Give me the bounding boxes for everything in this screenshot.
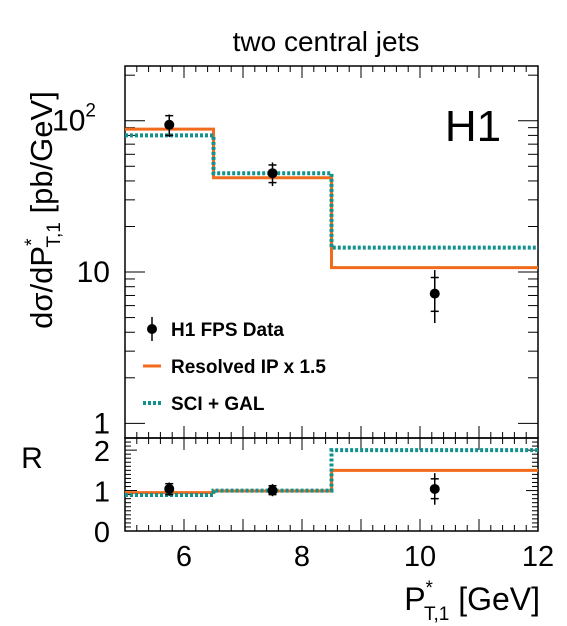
ratio-y-tick-label: 1 xyxy=(94,477,110,509)
main-y-tick-label: 1 xyxy=(93,407,110,440)
main-data-point xyxy=(429,288,440,299)
legend-label: Resolved IP x 1.5 xyxy=(171,357,326,378)
main-y-tick-exp: 2 xyxy=(85,101,96,122)
x-tick-label: 6 xyxy=(176,541,192,573)
x-tick-label: 12 xyxy=(522,541,554,573)
ratio-y-axis-label: R xyxy=(21,442,43,475)
ratio-data-point xyxy=(267,485,278,496)
x-tick-label: 10 xyxy=(404,541,436,573)
main-y-tick-label: 102 xyxy=(52,101,96,138)
legend: H1 FPS Data Resolved IP x 1.5 SCI + GAL xyxy=(143,317,326,415)
legend-label: SCI + GAL xyxy=(171,394,265,415)
ratio-y-tick-label: 2 xyxy=(94,436,110,468)
x-axis-label-unit: [GeV] xyxy=(449,581,540,617)
experiment-label: H1 xyxy=(445,102,501,151)
legend-label: H1 FPS Data xyxy=(171,320,284,341)
ratio-data-point xyxy=(429,483,440,494)
x-axis-label-main: P xyxy=(404,581,425,617)
x-axis-label-sub: T,1 xyxy=(424,604,449,625)
legend-data-marker xyxy=(147,324,157,334)
ratio-plot-frame xyxy=(124,437,539,532)
main-data-point xyxy=(164,119,175,130)
main-y-axis-label-sub: T,1 xyxy=(44,222,65,247)
main-y-axis-label: dσ/dP*T,1 [pb/GeV] xyxy=(22,91,65,329)
x-axis-label: P* T,1 [GeV] xyxy=(404,578,540,625)
x-axis-label-sup: * xyxy=(426,578,434,599)
main-y-axis-label-post: [pb/GeV] xyxy=(24,91,59,222)
x-tick-label: 8 xyxy=(294,541,310,573)
ratio-data-point xyxy=(164,483,175,494)
main-y-axis-label-sup: * xyxy=(22,238,43,246)
main-y-tick-base: 10 xyxy=(52,105,85,138)
chart-title: two central jets xyxy=(233,26,420,57)
main-sci-gal-step xyxy=(125,133,538,250)
main-y-axis-label-pre: dσ/dP xyxy=(24,246,59,329)
main-data-point xyxy=(267,168,278,179)
ratio-y-tick-label: 0 xyxy=(94,517,110,549)
main-y-tick-label: 10 xyxy=(77,256,110,289)
